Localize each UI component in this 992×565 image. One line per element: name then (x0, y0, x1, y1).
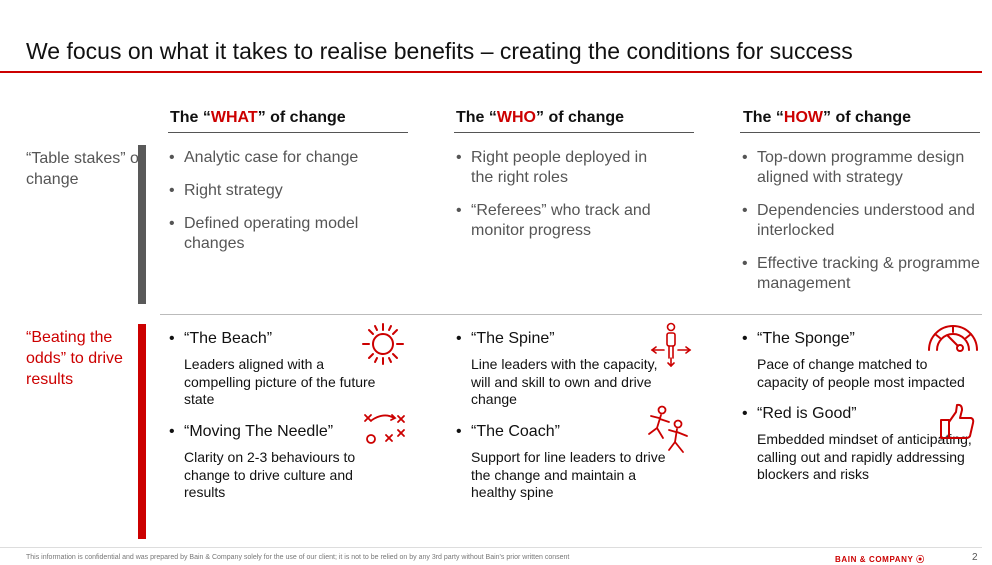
column-header-who: The “WHO” of change (456, 109, 625, 126)
coach-runners-icon (645, 404, 693, 456)
row-label-beating-odds: “Beating the odds” to drive results (26, 329, 123, 388)
page-number: 2 (972, 552, 978, 563)
item-desc: Line leaders with the capacity, will and… (471, 356, 658, 407)
item-title: “The Spine” (456, 329, 676, 349)
list-item: Top-down programme design aligned with s… (742, 148, 984, 188)
row-bar-table-stakes (138, 145, 146, 304)
brand-logo: BAIN & COMPANY ⦿ (835, 555, 925, 564)
row-bar-beating-odds (138, 324, 146, 539)
item-desc: Leaders aligned with a compelling pictur… (184, 356, 376, 407)
footer-rule (0, 547, 982, 548)
list-item: Dependencies understood and interlocked (742, 201, 984, 241)
list-item: Effective tracking & programme managemen… (742, 254, 984, 294)
list-item: “Referees” who track and monitor progres… (456, 201, 656, 241)
table-stakes-how-list: Top-down programme design aligned with s… (742, 148, 984, 307)
column-header-what: The “WHAT” of change (170, 109, 346, 126)
confidentiality-note: This information is confidential and was… (26, 554, 570, 561)
item-desc: Clarity on 2-3 behaviours to change to d… (184, 449, 356, 500)
list-item: Right strategy (169, 181, 394, 201)
list-item: Right people deployed in the right roles (456, 148, 656, 188)
item-title: “Red is Good” (742, 404, 982, 424)
red-is-good-item: “Red is Good” Embedded mindset of antici… (742, 404, 982, 484)
sponge-item: “The Sponge” Pace of change matched to c… (742, 329, 982, 391)
spine-item: “The Spine” Line leaders with the capaci… (456, 329, 676, 409)
item-title: “The Coach” (456, 422, 676, 442)
thumbs-up-icon (938, 402, 976, 442)
item-desc: Embedded mindset of anticipating, callin… (757, 431, 972, 482)
item-title: “The Sponge” (742, 329, 982, 349)
column-rule-what (168, 132, 408, 133)
list-item: Analytic case for change (169, 148, 394, 168)
table-stakes-who-list: Right people deployed in the right roles… (456, 148, 656, 254)
moving-needle-item: “Moving The Needle” Clarity on 2-3 behav… (169, 422, 394, 502)
title-underline (0, 71, 982, 73)
item-title: “Moving The Needle” (169, 422, 394, 442)
row-label-table-stakes: “Table stakes” of change (26, 150, 144, 188)
play-diagram-icon (362, 412, 408, 446)
column-header-how: The “HOW” of change (743, 109, 912, 126)
item-title: “The Beach” (169, 329, 394, 349)
item-desc: Support for line leaders to drive the ch… (471, 449, 666, 500)
column-rule-who (454, 132, 694, 133)
gauge-icon (926, 320, 980, 356)
list-item: Defined operating model changes (169, 214, 394, 254)
item-desc: Pace of change matched to capacity of pe… (757, 356, 965, 390)
beach-item: “The Beach” Leaders aligned with a compe… (169, 329, 394, 409)
coach-item: “The Coach” Support for line leaders to … (456, 422, 676, 502)
sun-icon (361, 322, 405, 366)
column-rule-how (740, 132, 980, 133)
person-arrows-icon (650, 322, 692, 368)
row-separator (160, 314, 982, 315)
page-title: We focus on what it takes to realise ben… (26, 38, 853, 64)
table-stakes-what-list: Analytic case for change Right strategy … (169, 148, 394, 267)
